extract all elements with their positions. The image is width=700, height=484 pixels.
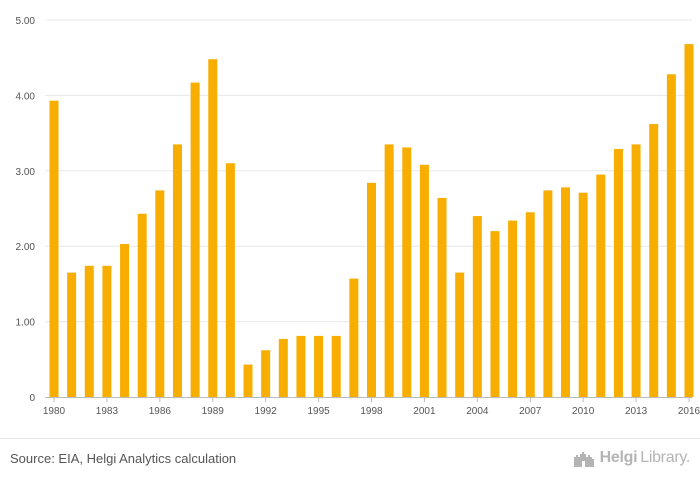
bar xyxy=(261,350,271,397)
y-tick-label: 1.00 xyxy=(16,318,36,329)
x-tick-label: 1980 xyxy=(43,406,66,417)
bar xyxy=(102,265,112,397)
y-tick-label: 3.00 xyxy=(16,167,36,178)
bar xyxy=(172,144,182,397)
bar xyxy=(543,190,553,397)
bar xyxy=(243,364,253,397)
bar-chart: 0 1.00 2.00 3.00 4.00 5.00 1980 1983 1986 1989 199… xyxy=(16,16,700,417)
y-tick-label: 4.00 xyxy=(16,91,36,102)
bar xyxy=(508,220,518,397)
bar xyxy=(666,74,676,398)
source-note: Source: EIA, Helgi Analytics calculation xyxy=(10,451,237,466)
bar xyxy=(208,59,218,397)
bar xyxy=(296,335,306,397)
x-tick-label: 1986 xyxy=(149,406,172,417)
bar xyxy=(455,272,465,397)
bar xyxy=(120,243,130,397)
x-tick-label: 2007 xyxy=(519,406,542,417)
bar xyxy=(613,148,623,397)
bar xyxy=(419,164,429,397)
helgi-library-logo[interactable]: Helgi Library. xyxy=(573,448,690,468)
x-tick-label: 1998 xyxy=(360,406,383,417)
bar xyxy=(384,144,394,397)
x-tick-label: 2016 xyxy=(678,406,700,417)
bar xyxy=(190,82,200,397)
bar xyxy=(49,100,59,397)
bar xyxy=(649,124,659,397)
bar xyxy=(137,213,147,397)
x-tick-label: 2004 xyxy=(466,406,489,417)
y-tick-label: 0 xyxy=(29,393,35,404)
chart-footer: Source: EIA, Helgi Analytics calculation… xyxy=(0,438,700,484)
bar xyxy=(278,338,288,397)
x-tick-label: 1992 xyxy=(255,406,278,417)
bar xyxy=(561,187,571,397)
bar xyxy=(525,212,535,397)
bar xyxy=(437,197,447,397)
castle-icon xyxy=(573,452,594,467)
y-tick-label: 2.00 xyxy=(16,242,36,253)
bar xyxy=(596,174,606,397)
bar xyxy=(84,265,94,397)
x-tick-label: 2001 xyxy=(413,406,436,417)
bar xyxy=(155,190,165,397)
bar xyxy=(225,163,235,397)
bar xyxy=(349,278,359,397)
bar xyxy=(314,335,324,397)
x-tick-label: 2010 xyxy=(572,406,595,417)
bar xyxy=(67,272,77,397)
bars-layer xyxy=(49,44,694,398)
bar xyxy=(631,144,641,397)
bar xyxy=(684,44,694,398)
x-tick-label: 1983 xyxy=(96,406,119,417)
bar xyxy=(367,182,376,397)
bar xyxy=(402,147,412,397)
x-tick-label: 1989 xyxy=(202,406,225,417)
axis-layer: 0 1.00 2.00 3.00 4.00 5.00 1980 1983 1986 1989 199… xyxy=(16,16,700,417)
brand-name-bold: Helgi xyxy=(599,449,638,466)
brand-name-light: Library. xyxy=(640,449,690,466)
x-tick-label: 1995 xyxy=(307,406,330,417)
x-tick-label: 2013 xyxy=(625,406,648,417)
bar xyxy=(472,216,482,397)
bar xyxy=(490,231,500,397)
bar xyxy=(331,335,341,397)
bar xyxy=(578,192,588,397)
y-tick-label: 5.00 xyxy=(16,16,36,27)
